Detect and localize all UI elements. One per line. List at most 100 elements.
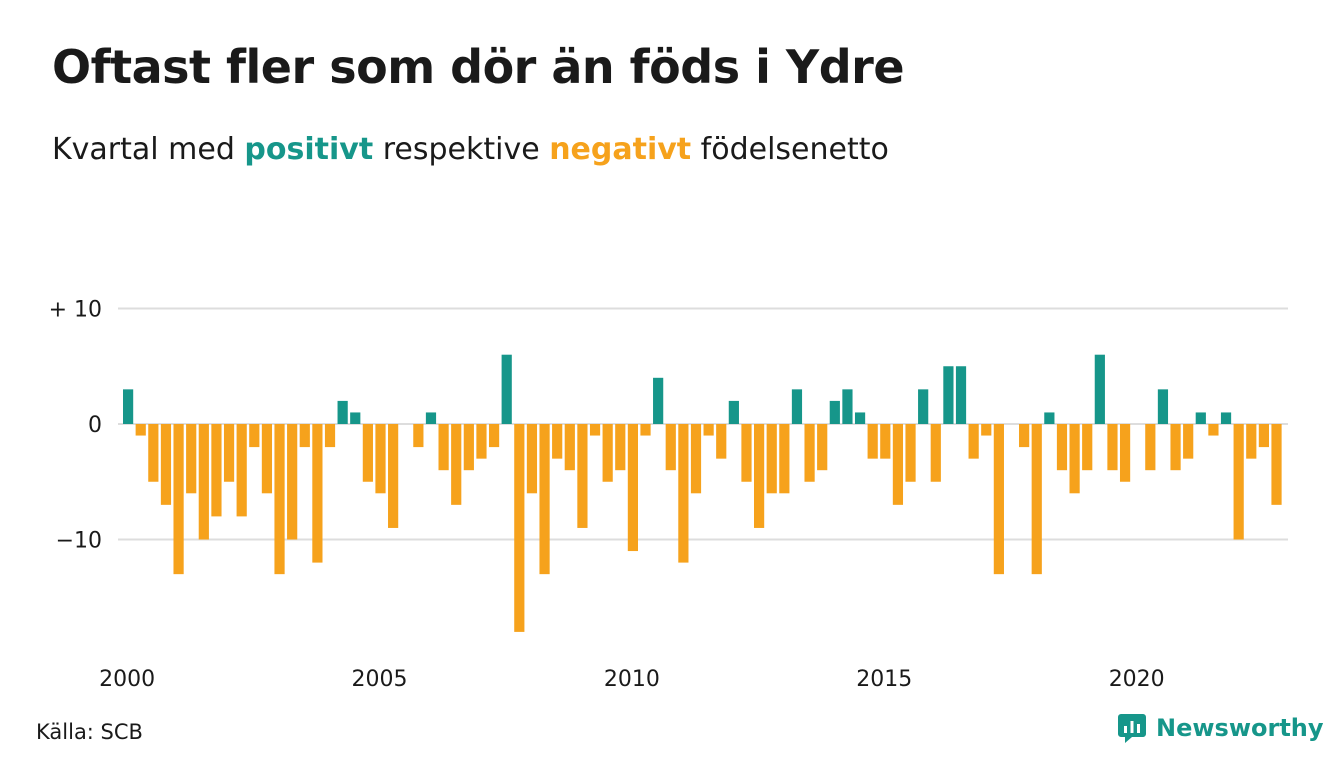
positive-bar	[728, 400, 739, 424]
negative-bar	[589, 424, 601, 436]
brand-name: Newsworthy	[1156, 714, 1324, 742]
positive-bar	[350, 412, 361, 424]
negative-bar	[867, 424, 878, 459]
negative-bar	[173, 424, 184, 575]
x-tick-label: 2005	[352, 667, 408, 692]
positive-bar	[918, 389, 929, 424]
negative-bar	[324, 424, 336, 448]
negative-bar	[804, 424, 815, 482]
negative-bar	[627, 424, 638, 552]
negative-bar	[236, 424, 247, 517]
subtitle-negative-word: negativt	[549, 132, 692, 167]
negative-bar	[930, 424, 941, 482]
bars	[123, 354, 1282, 632]
negative-bar	[211, 424, 222, 517]
negative-bar	[539, 424, 550, 575]
negative-bar	[615, 424, 626, 471]
negative-bar	[388, 424, 399, 528]
negative-bar	[375, 424, 386, 494]
source-note: Källa: SCB	[36, 720, 143, 744]
negative-bar	[577, 424, 588, 528]
negative-bar	[451, 424, 462, 505]
negative-bar	[640, 424, 651, 436]
negative-bar	[1183, 424, 1194, 459]
negative-bar	[905, 424, 916, 482]
negative-bar	[476, 424, 487, 459]
negative-bar	[1170, 424, 1181, 471]
negative-bar	[463, 424, 474, 471]
y-tick-label: −10	[56, 529, 102, 554]
negative-bar	[287, 424, 298, 540]
subtitle-positive-word: positivt	[244, 132, 374, 167]
positive-bar	[842, 389, 853, 424]
negative-bar	[1145, 424, 1156, 471]
negative-bar	[665, 424, 676, 471]
positive-bar	[829, 400, 840, 424]
brand[interactable]: Newsworthy	[1118, 712, 1324, 744]
negative-bar	[754, 424, 765, 528]
subtitle-suffix: födelsenetto	[691, 132, 889, 167]
negative-bar	[413, 424, 424, 448]
positive-bar	[123, 389, 134, 424]
negative-bar	[981, 424, 992, 436]
chart-title: Oftast fler som dör än föds i Ydre	[52, 40, 905, 94]
negative-bar	[690, 424, 702, 494]
y-tick-label: 0	[88, 413, 102, 438]
negative-bar	[274, 424, 285, 575]
positive-bar	[791, 389, 803, 424]
negative-bar	[817, 424, 828, 471]
negative-bar	[362, 424, 373, 482]
positive-bar	[501, 354, 512, 424]
positive-bar	[1220, 412, 1232, 424]
positive-bar	[425, 412, 437, 424]
negative-bar	[564, 424, 575, 471]
negative-bar	[249, 424, 260, 448]
negative-bar	[1208, 424, 1219, 436]
negative-bar	[1233, 424, 1244, 540]
newsworthy-logo-icon	[1118, 714, 1146, 743]
negative-bar	[1082, 424, 1093, 471]
positive-bar	[1094, 354, 1105, 424]
negative-bar	[160, 424, 172, 505]
negative-bar	[1246, 424, 1257, 459]
chart-subtitle: Kvartal med positivt respektive negativt…	[52, 132, 889, 167]
positive-bar	[337, 400, 348, 424]
negative-bar	[703, 424, 714, 436]
negative-bar	[552, 424, 563, 459]
negative-bar	[1258, 424, 1269, 448]
subtitle-prefix: Kvartal med	[52, 132, 245, 167]
negative-bar	[186, 424, 197, 494]
negative-bar	[602, 424, 613, 482]
negative-bar	[892, 424, 904, 505]
negative-bar	[1031, 424, 1042, 575]
x-tick-label: 2000	[99, 667, 155, 692]
negative-bar	[1019, 424, 1030, 448]
negative-bar	[880, 424, 891, 459]
negative-bar	[198, 424, 209, 540]
negative-bar	[261, 424, 273, 494]
positive-bar	[943, 366, 954, 424]
y-axis-ticks: + 10 0 −10	[49, 298, 102, 554]
positive-bar	[1157, 389, 1169, 424]
positive-bar	[955, 366, 967, 424]
negative-bar	[312, 424, 323, 563]
negative-bar	[1119, 424, 1131, 482]
negative-bar	[1271, 424, 1282, 505]
negative-bar	[993, 424, 1004, 575]
negative-bar	[678, 424, 689, 563]
negative-bar	[779, 424, 790, 494]
positive-bar	[854, 412, 866, 424]
negative-bar	[514, 424, 525, 632]
negative-bar	[716, 424, 727, 459]
negative-bar	[148, 424, 159, 482]
negative-bar	[438, 424, 449, 471]
negative-bar	[1069, 424, 1080, 494]
negative-bar	[135, 424, 146, 436]
positive-bar	[1044, 412, 1055, 424]
x-tick-label: 2010	[604, 667, 660, 692]
x-tick-label: 2015	[856, 667, 912, 692]
positive-bar	[1195, 412, 1206, 424]
bar-chart: + 10 0 −10 2000 2005 2010 2015 2020	[49, 298, 1288, 692]
subtitle-middle: respektive	[373, 132, 550, 167]
negative-bar	[1107, 424, 1118, 471]
